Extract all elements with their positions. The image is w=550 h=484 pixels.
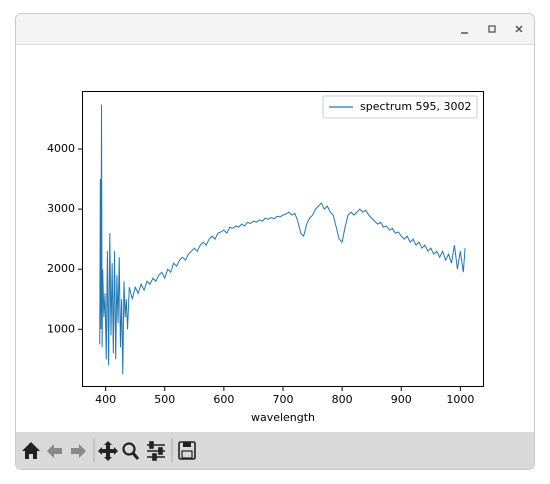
legend-box: [322, 95, 478, 119]
legend-label: spectrum 595, 3002: [360, 100, 472, 113]
legend: spectrum 595, 3002: [322, 95, 478, 119]
toolbar-buttons: [22, 441, 196, 461]
y-tick-label: 3000: [47, 202, 75, 215]
x-tick-label: 900: [391, 393, 412, 406]
x-tick-label: 800: [332, 393, 353, 406]
y-tick-label: 1000: [47, 322, 75, 335]
axes-frame: [82, 91, 484, 387]
pan-button[interactable]: [98, 441, 118, 461]
save-button[interactable]: [178, 441, 196, 460]
close-button[interactable]: [515, 25, 523, 33]
configure-button[interactable]: [147, 441, 165, 461]
y-tick-label: 2000: [47, 262, 75, 275]
back-button[interactable]: [47, 444, 62, 458]
x-tick-label: 700: [273, 393, 294, 406]
title-bar: [16, 14, 534, 44]
x-tick-label: 400: [95, 393, 116, 406]
plot: 400 500 600 700 800 900 1000 1000 2000 3000 4000 sp…: [47, 91, 484, 406]
data-line: [99, 104, 466, 375]
x-tick-label: 600: [213, 393, 234, 406]
x-tick-label: 1000: [446, 393, 474, 406]
maximize-button[interactable]: [488, 25, 496, 33]
zoom-button[interactable]: [122, 442, 140, 460]
forward-button[interactable]: [71, 444, 86, 458]
x-axis-label: wavelength: [251, 411, 315, 424]
x-tick-label: 500: [154, 393, 175, 406]
window-frame: [15, 13, 535, 470]
home-button[interactable]: [22, 442, 40, 459]
y-tick-label: 4000: [47, 142, 75, 155]
